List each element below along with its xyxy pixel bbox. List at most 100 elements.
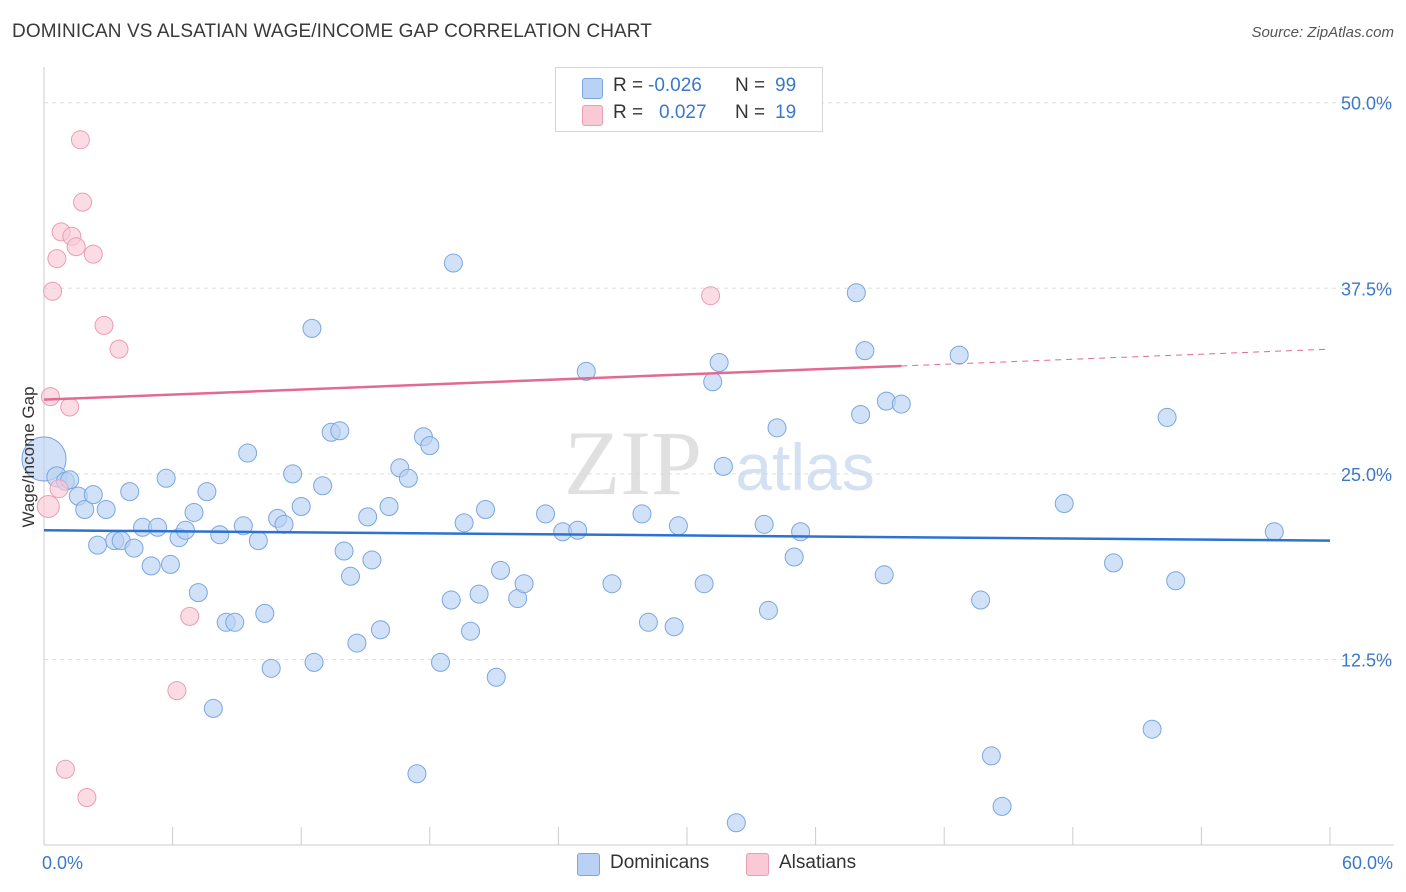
alsatian-point [60, 397, 80, 417]
alsatians-trend-line [43, 364, 902, 401]
dominican-point [188, 583, 208, 603]
dominican-point [709, 353, 729, 372]
dominican-point [371, 620, 391, 640]
dominican-point [233, 516, 253, 536]
dominican-point [120, 482, 140, 502]
bottom-label-alsatians: Alsatians [779, 852, 857, 873]
dominican-point [255, 603, 275, 623]
dominican-point [225, 612, 245, 632]
dominican-point [632, 504, 652, 524]
alsatian-point [40, 387, 60, 407]
alsatian-point [701, 286, 721, 306]
alsatian-point [55, 759, 75, 779]
dominican-point [514, 574, 534, 594]
dominican-point [274, 514, 294, 534]
dominican-point [431, 652, 451, 672]
alsatian-point [83, 244, 103, 264]
alsatian-point [49, 479, 69, 499]
dominican-point [379, 497, 399, 517]
alsatian-point [36, 495, 60, 519]
legend-r-label: R = [613, 75, 644, 96]
dominican-point [476, 499, 496, 519]
dominican-point [851, 404, 871, 424]
dominican-point [726, 813, 746, 833]
chart-title: DOMINICAN VS ALSATIAN WAGE/INCOME GAP CO… [12, 21, 652, 42]
dominican-point [846, 283, 866, 303]
dominican-point [767, 418, 787, 438]
x-tick-label-min: 0.0% [42, 853, 83, 873]
legend-swatch-dominicans [582, 78, 603, 99]
dominican-point [754, 514, 774, 534]
dominican-point [420, 436, 440, 456]
dominican-point [313, 476, 333, 496]
dominican-point [1264, 522, 1284, 542]
alsatian-point [66, 237, 86, 257]
alsatian-point [47, 249, 67, 269]
dominican-point [362, 550, 382, 570]
dominican-point [302, 318, 322, 338]
legend-r-label: R = [613, 102, 644, 123]
dominican-point [664, 617, 684, 637]
legend-r-value: 0.027 [659, 102, 707, 123]
dominican-point [75, 499, 95, 519]
dominican-point [668, 516, 688, 536]
legend-swatch-alsatians [582, 105, 603, 126]
alsatian-point [77, 787, 97, 807]
watermark-zip: ZIP [564, 412, 702, 514]
dominican-point [874, 565, 894, 585]
alsatian-point [167, 681, 187, 701]
legend-n-value: 99 [775, 75, 797, 96]
dominican-point [283, 464, 303, 484]
data-points [21, 130, 1284, 833]
alsatian-point [109, 339, 129, 359]
dominican-point [703, 372, 723, 392]
dominican-point [210, 525, 230, 545]
dominican-point [981, 746, 1001, 766]
chart-source: Source: ZipAtlas.com [1251, 24, 1394, 41]
watermark-atlas: atlas [735, 430, 874, 504]
dominican-point [638, 612, 658, 632]
dominican-point [971, 590, 991, 610]
dominican-point [454, 513, 474, 533]
dominican-point [469, 584, 489, 604]
dominican-point [291, 497, 311, 517]
alsatian-point [43, 281, 63, 301]
dominican-point [398, 468, 418, 488]
tick-labels: 12.5% 25.0% 37.5% 50.0% 0.0% 60.0% [42, 94, 1393, 873]
dominican-point [141, 556, 161, 576]
dominican-point [443, 253, 463, 273]
dominican-point [536, 504, 556, 524]
dominican-point [568, 520, 588, 540]
dominican-point [713, 456, 733, 476]
alsatians-trend-line-extension [901, 348, 1331, 367]
dominican-point [1166, 571, 1186, 591]
dominican-point [203, 698, 223, 718]
bottom-swatch-alsatians [746, 853, 769, 876]
legend-n-label: N = [735, 102, 766, 123]
dominican-point [88, 535, 108, 555]
legend-n-value: 19 [775, 102, 797, 123]
dominicans-trend-line [43, 529, 1331, 542]
dominican-point [330, 421, 350, 441]
dominican-point [96, 499, 116, 519]
x-tick-label-max: 60.0% [1342, 853, 1393, 873]
dominican-point [1142, 719, 1162, 739]
alsatian-point [94, 315, 114, 335]
dominican-point [694, 574, 714, 594]
y-tick-label: 12.5% [1341, 650, 1392, 670]
dominican-point [261, 658, 281, 678]
stats-legend: R = -0.026 N = 99 R = 0.027 N = 19 [555, 67, 823, 132]
trend-lines [43, 348, 1331, 542]
dominican-point [124, 538, 144, 558]
dominican-point [992, 796, 1012, 816]
alsatian-point [180, 606, 200, 626]
dominican-point [1054, 494, 1074, 514]
alsatian-point [73, 192, 93, 212]
dominican-point [461, 621, 481, 641]
dominican-point [334, 541, 354, 561]
dominican-point [855, 341, 875, 361]
bottom-swatch-dominicans [577, 853, 600, 876]
dominican-point [407, 764, 427, 784]
dominican-point [347, 633, 367, 653]
alsatian-point [70, 130, 90, 150]
